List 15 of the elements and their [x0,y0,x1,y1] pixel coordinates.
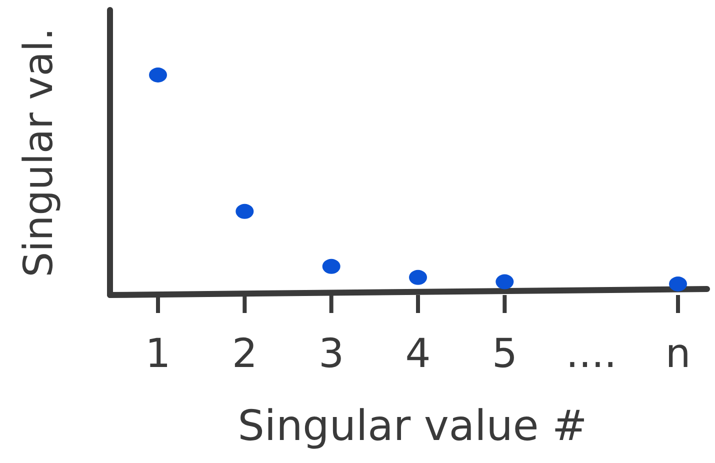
point [149,68,167,82]
point [496,274,514,290]
x-tick-label: 2 [232,331,258,377]
point [236,204,254,219]
x-tick-label: 3 [318,331,344,377]
point [669,276,687,292]
y-axis-title: Singular val. [16,28,62,278]
x-tick-label: 1 [145,331,171,377]
point [409,270,427,285]
x-tick-label: .... [566,331,617,377]
x-tick-label: 4 [405,331,431,377]
x-axis-title: Singular value # [238,401,588,450]
x-tick-label: 5 [492,331,518,377]
point [322,258,340,274]
x-tick-label: n [665,331,691,377]
